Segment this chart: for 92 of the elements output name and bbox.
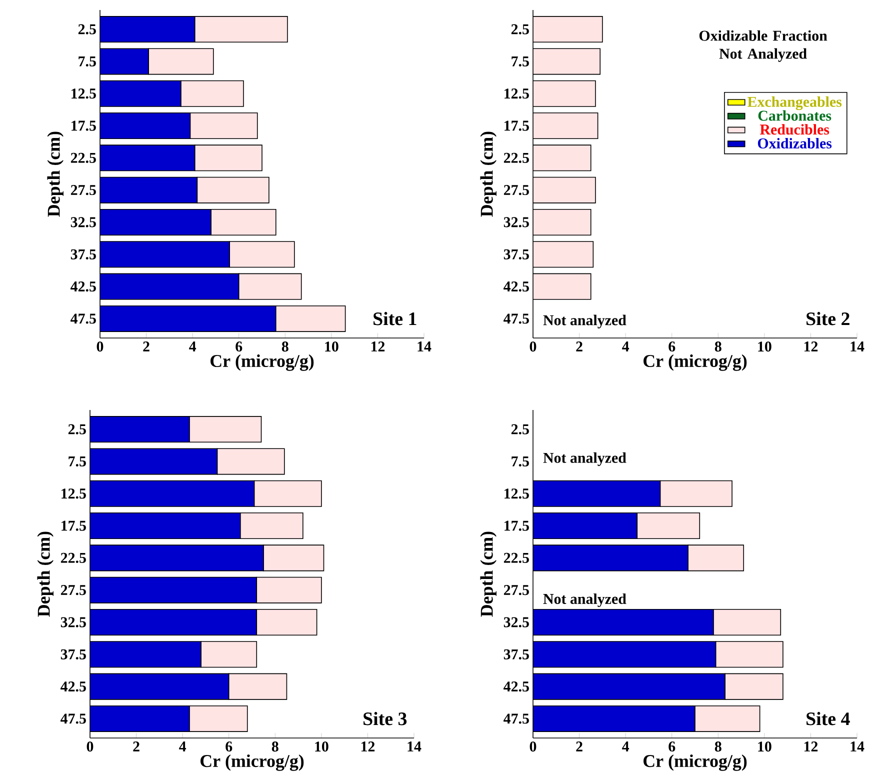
x-tick-label: 6 (668, 742, 676, 752)
x-tick-label: 4 (189, 342, 196, 352)
x-axis-title: Cr (microg/g) (200, 754, 304, 771)
legend-label: Reducibles (760, 124, 830, 135)
y-tick-label: 22.5 (70, 152, 96, 163)
y-tick-label: 7.5 (512, 56, 529, 66)
text: Site 4 (806, 712, 850, 726)
y-tick-label: 32.5 (504, 217, 529, 228)
y-axis-title: Depth (cm) (480, 532, 496, 617)
x-tick-label: 8 (272, 742, 278, 752)
x-tick-label: 6 (668, 342, 676, 352)
y-tick-label: 2.5 (511, 424, 529, 434)
y-tick-label: 12.5 (72, 88, 96, 99)
y-tick-label: 27.5 (70, 185, 96, 196)
text: Site 3 (364, 712, 407, 726)
x-tick-label: 14 (850, 742, 864, 752)
x-tick-label: 6 (236, 342, 242, 352)
y-axis-title: Depth (cm) (480, 132, 496, 217)
y-tick-label: 2.5 (78, 24, 96, 34)
text: Site 1 (374, 312, 416, 326)
y-tick-label: 42.5 (70, 282, 96, 292)
x-tick-label: 14 (850, 342, 864, 352)
annotation: Not analyzed (543, 452, 626, 466)
y-tick-label: 47.5 (70, 314, 96, 324)
y-tick-label: 37.5 (504, 249, 529, 260)
y-tick-label: 27.5 (504, 585, 529, 596)
y-tick-label: 27.5 (60, 585, 86, 596)
x-tick-label: 14 (418, 342, 432, 352)
y-tick-label: 2.5 (511, 24, 529, 34)
x-tick-label: 2 (143, 342, 150, 352)
x-tick-label: 2 (133, 742, 140, 752)
y-tick-label: 22.5 (504, 152, 529, 163)
x-tick-label: 8 (282, 342, 288, 352)
x-tick-label: 12 (804, 742, 818, 752)
y-tick-label: 7.5 (512, 456, 529, 466)
y-tick-label: 7.5 (78, 56, 96, 66)
y-tick-label: 17.5 (504, 520, 529, 531)
y-tick-label: 37.5 (70, 249, 96, 260)
x-tick-label: 12 (804, 342, 818, 352)
x-tick-label: 10 (325, 342, 338, 352)
y-tick-label: 47.5 (60, 714, 86, 724)
legend-label: Exchangeables (748, 96, 842, 110)
annotation: Oxidizable Fraction Not Analyzed (699, 30, 828, 62)
annotation: Not analyzed (543, 314, 626, 328)
annotation: Not analyzed (543, 593, 626, 608)
x-tick-label: 0 (96, 342, 104, 352)
y-tick-label: 47.5 (504, 714, 529, 724)
y-tick-label: 42.5 (60, 682, 86, 692)
x-tick-label: 4 (179, 742, 186, 752)
y-tick-label: 47.5 (504, 314, 529, 324)
y-tick-label: 32.5 (504, 617, 529, 628)
y-tick-label: 12.5 (504, 88, 529, 99)
legend-label: Oxidizables (758, 138, 832, 148)
x-axis-title: Cr (microg/g) (644, 354, 747, 371)
x-tick-label: 10 (758, 742, 772, 752)
text: Site 2 (806, 312, 850, 326)
x-tick-label: 6 (226, 742, 232, 752)
y-tick-label: 12.5 (62, 488, 86, 499)
x-axis-title: Cr (microg/g) (644, 754, 747, 771)
y-tick-label: 2.5 (68, 424, 86, 434)
y-tick-label: 32.5 (60, 617, 86, 628)
x-tick-label: 12 (371, 342, 385, 352)
x-tick-label: 2 (576, 342, 582, 352)
y-axis-title: Depth (cm) (47, 132, 64, 217)
x-axis-title: Cr (microg/g) (210, 354, 314, 371)
x-tick-label: 12 (361, 742, 375, 752)
y-tick-label: 42.5 (504, 682, 529, 692)
y-tick-label: 22.5 (60, 552, 86, 563)
x-tick-label: 8 (714, 742, 722, 752)
y-tick-label: 17.5 (504, 120, 529, 131)
y-tick-label: 42.5 (504, 282, 529, 292)
y-tick-label: 37.5 (504, 649, 529, 660)
x-tick-label: 0 (86, 742, 94, 752)
x-tick-label: 8 (714, 342, 722, 352)
x-tick-label: 0 (530, 742, 536, 752)
y-tick-label: 17.5 (62, 520, 86, 531)
y-tick-label: 7.5 (68, 456, 86, 466)
x-tick-label: 2 (576, 742, 582, 752)
x-tick-label: 4 (622, 742, 630, 752)
x-tick-label: 4 (622, 342, 630, 352)
x-tick-label: 0 (530, 342, 536, 352)
y-tick-label: 17.5 (72, 120, 96, 131)
x-tick-label: 14 (408, 742, 422, 752)
y-tick-label: 32.5 (70, 217, 96, 228)
y-axis-title: Depth (cm) (37, 532, 54, 617)
y-tick-label: 22.5 (504, 552, 529, 563)
x-tick-label: 10 (315, 742, 328, 752)
x-tick-label: 10 (758, 342, 772, 352)
legend-label: Carbonates (758, 110, 832, 121)
y-tick-label: 37.5 (60, 649, 86, 660)
y-tick-label: 27.5 (504, 185, 529, 196)
y-tick-label: 12.5 (504, 488, 529, 499)
